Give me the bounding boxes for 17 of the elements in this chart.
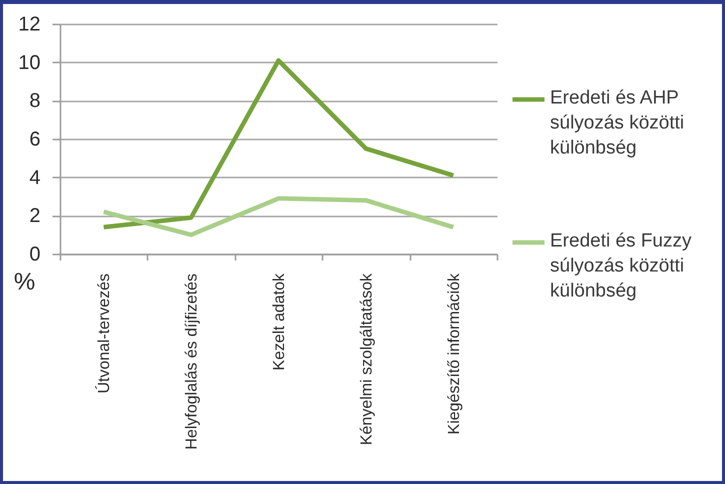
y-axis-title: % — [14, 268, 36, 296]
line-series — [101, 58, 456, 230]
x-tick-label: Kiegészítő információk — [446, 272, 463, 434]
line-series — [101, 196, 456, 238]
y-tick-label: 12 — [18, 14, 40, 36]
x-tick-label: Útvonal-tervezés — [95, 274, 114, 394]
y-tick-label: 4 — [29, 166, 40, 189]
y-tick-label: 6 — [29, 128, 40, 150]
x-tick-label: Helyfoglalás és díjfizetés — [184, 274, 201, 450]
y-tick-label: 8 — [29, 90, 40, 112]
legend-label: Eredeti és AHP súlyozás közötti különbség — [550, 88, 684, 158]
x-tick-label: Kényelmi szolgáltatások — [358, 272, 376, 446]
y-tick-label: 2 — [29, 205, 40, 228]
y-tick-label: 0 — [29, 244, 40, 266]
y-tick-label: 10 — [18, 52, 40, 74]
x-tick-label: Kezelt adatok — [271, 272, 288, 370]
legend-label: Eredeti és Fuzzy súlyozás közötti különbség — [550, 230, 692, 302]
